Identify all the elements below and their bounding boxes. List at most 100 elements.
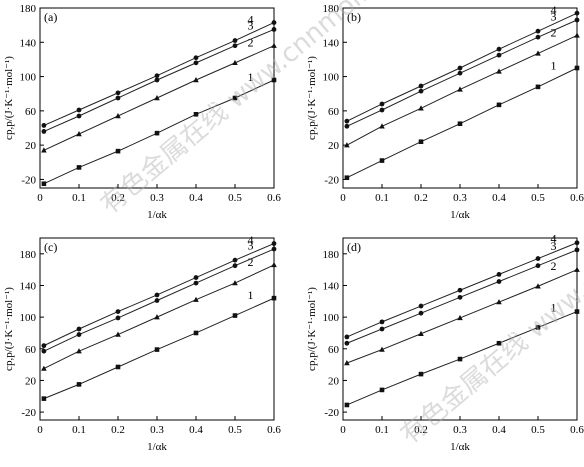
series-label: 3 [551, 239, 557, 253]
data-point [418, 371, 424, 377]
data-point [535, 263, 541, 269]
data-point [344, 340, 350, 346]
data-point [154, 347, 160, 352]
y-tick-label: 140 [20, 280, 37, 292]
x-tick-label: 0.2 [111, 192, 125, 204]
series-label: 1 [248, 70, 254, 84]
y-axis-title: cp,p/(J·K⁻¹·mol⁻¹) [306, 56, 318, 140]
y-tick-label: 180 [323, 3, 340, 15]
data-point [232, 43, 238, 49]
data-point [154, 292, 160, 298]
y-tick-label: 180 [20, 3, 37, 15]
x-tick-label: 0 [37, 192, 43, 204]
y-tick-label: 180 [323, 249, 340, 261]
data-point [379, 101, 385, 107]
y-tick-label: 60 [25, 344, 37, 356]
data-point [344, 360, 350, 366]
y-tick-label: 20 [25, 140, 37, 152]
data-point [379, 326, 385, 332]
series-1: 1 [344, 301, 580, 408]
panel-label: (b) [347, 10, 361, 24]
x-tick-label: 0.3 [453, 192, 467, 204]
y-tick-label: 20 [328, 140, 340, 152]
panel-b: (b) 0 0.1 0.2 0.3 0.4 0.5 0.6 -20 20 60 100 140 180 1/… [306, 3, 584, 221]
data-point [379, 107, 385, 113]
series-2: 2 [41, 35, 277, 153]
series-4: 4 [344, 3, 580, 124]
x-axis-title: 1/αk [147, 441, 167, 453]
data-point [344, 402, 350, 408]
data-point [379, 158, 385, 163]
x-tick-label: 0.2 [414, 424, 428, 436]
data-point [154, 73, 160, 79]
data-point [344, 142, 350, 148]
data-point [535, 28, 541, 34]
series-3: 3 [41, 238, 277, 354]
series-label: 3 [551, 10, 557, 24]
data-point [457, 314, 463, 321]
series-1: 1 [41, 288, 277, 401]
data-point [271, 42, 277, 48]
data-point [41, 365, 47, 371]
panel-c: (c) 0 0.1 0.2 0.3 0.4 0.5 0.6 -20 20 60 100 140 180 1/… [3, 233, 281, 453]
series-label: 4 [551, 3, 557, 17]
data-point [154, 298, 160, 303]
x-tick-label: 0.2 [111, 424, 125, 436]
data-point [76, 332, 82, 337]
data-point [379, 319, 385, 325]
data-point [193, 77, 199, 83]
y-tick-label: -20 [324, 407, 339, 419]
y-tick-label: -20 [21, 174, 36, 186]
y-tick-label: -20 [324, 174, 339, 186]
x-tick-label: 0.4 [492, 192, 506, 204]
series-3: 3 [344, 239, 580, 346]
panel-label: (d) [347, 240, 361, 254]
series-label: 1 [551, 58, 557, 72]
data-point [41, 147, 47, 153]
data-point [41, 396, 47, 401]
data-point [496, 340, 502, 346]
series-3: 3 [41, 19, 277, 134]
x-tick-label: 0.5 [531, 192, 545, 204]
y-tick-label: 100 [323, 72, 340, 84]
data-point [76, 326, 82, 332]
series-4: 4 [344, 232, 580, 340]
x-tick-label: 0.6 [570, 424, 584, 436]
x-tick-label: 0.6 [570, 192, 584, 204]
data-point [41, 343, 47, 349]
x-tick-label: 0.1 [72, 192, 86, 204]
series-label: 2 [248, 35, 254, 49]
series-4: 4 [41, 13, 277, 128]
data-point [193, 275, 199, 280]
series-label: 4 [248, 233, 254, 247]
data-point [457, 121, 463, 127]
data-point [574, 32, 580, 38]
data-point [457, 70, 463, 76]
data-point [344, 123, 350, 129]
y-tick-label: 180 [20, 249, 37, 261]
data-point [496, 279, 502, 284]
data-point [271, 20, 277, 25]
data-point [535, 283, 541, 289]
data-point [344, 175, 350, 181]
y-tick-label: 100 [20, 72, 37, 84]
data-point [496, 299, 502, 305]
x-tick-label: 0.6 [267, 424, 281, 436]
x-tick-label: 0.3 [150, 192, 164, 204]
data-point [76, 131, 82, 137]
series-label: 2 [551, 259, 557, 273]
y-tick-label: 140 [323, 37, 340, 49]
plot-frame [39, 237, 275, 421]
data-point [344, 118, 350, 124]
data-point [496, 46, 502, 52]
data-point [115, 315, 121, 321]
data-point [154, 95, 160, 101]
y-tick-label: 140 [323, 280, 340, 292]
data-point [418, 105, 424, 111]
data-point [496, 52, 502, 58]
y-tick-label: 20 [328, 375, 340, 387]
data-point [115, 331, 121, 337]
x-axis-title: 1/αk [147, 209, 167, 221]
data-point [193, 111, 199, 117]
